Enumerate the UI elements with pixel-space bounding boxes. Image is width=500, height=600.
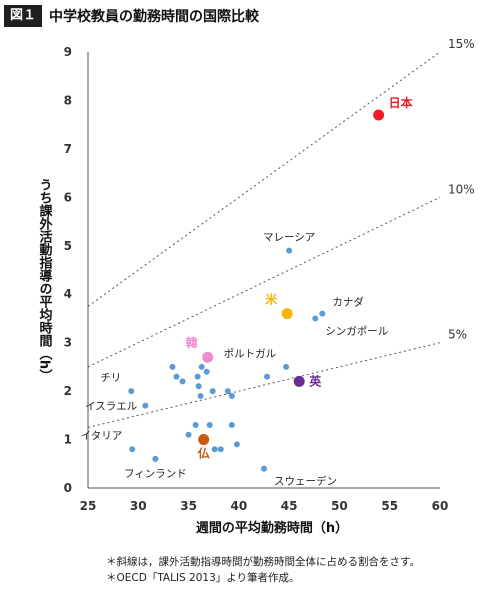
data-point [211,446,218,453]
data-point [192,422,199,429]
data-point [286,247,293,254]
highlight-point [281,308,293,320]
reference-line [87,196,441,368]
y-tick-label: 3 [64,336,72,350]
x-tick-label: 30 [130,499,147,513]
data-point [194,373,201,380]
data-point [283,363,290,370]
footnote-2: ＊OECD「TALIS 2013」より筆者作成。 [106,572,300,584]
data-point [203,368,210,375]
reference-line-label: 5% [448,328,467,342]
data-point [224,388,231,395]
data-point [173,373,180,380]
y-tick-label: 5 [64,239,72,253]
data-point [264,373,271,380]
data-point [319,310,326,317]
y-tick-label: 4 [64,287,72,301]
data-point [128,388,135,395]
reference-line [87,342,441,428]
x-tick-label: 25 [80,499,97,513]
y-axis-title: うち課外活動指導の平均時間（h） [37,178,54,382]
data-point [206,422,213,429]
y-tick-label: 1 [64,433,72,447]
reference-line-label: 10% [448,182,475,196]
reference-line [87,51,441,307]
y-tick-label: 8 [64,93,72,107]
footnotes: ＊斜線は，課外活動指導時間が勤務時間全体に占める割合をさす。 ＊OECD「TAL… [106,554,420,586]
footnote-1: ＊斜線は，課外活動指導時間が勤務時間全体に占める割合をさす。 [106,556,420,568]
data-point [209,388,216,395]
data-point [233,441,240,448]
data-point [129,446,136,453]
data-label: 仏 [198,447,210,461]
data-point [228,392,235,399]
highlight-point [202,351,214,363]
x-tick-label: 60 [432,499,449,513]
figure-badge: 図１ [4,5,43,27]
data-point [152,455,159,462]
data-label: 米 [265,292,278,307]
x-tick-label: 50 [331,499,348,513]
highlight-point [293,375,305,387]
figure-title: 中学校教員の勤務時間の国際比較 [49,9,260,25]
data-label: 韓 [186,335,198,350]
highlight-point [198,434,210,446]
data-point [198,363,205,370]
y-tick-label: 9 [64,45,72,59]
data-point [228,422,235,429]
data-label: イスラエル [85,401,137,413]
highlight-point [373,109,385,121]
data-point [179,378,186,385]
data-label: シンガポール [325,325,388,337]
data-point [261,465,267,472]
data-point [195,383,202,390]
data-label: 英 [309,373,322,388]
figure-header: 図１ 中学校教員の勤務時間の国際比較 [4,4,259,28]
data-label: 日本 [389,95,413,110]
reference-line-label: 15% [448,37,475,51]
x-tick-label: 35 [180,499,197,513]
data-point [169,363,176,370]
y-tick-label: 7 [64,142,72,156]
data-point [185,431,192,438]
data-label: マレーシア [263,232,315,244]
x-tick-label: 45 [281,499,298,513]
data-label: フィンランド [124,468,187,480]
x-tick-label: 40 [231,499,248,513]
data-label: スウェーデン [274,475,337,488]
y-tick-label: 0 [64,481,72,495]
data-label: カナダ [332,296,364,309]
y-tick-label: 2 [64,384,72,398]
y-tick-label: 6 [64,190,72,204]
data-point [217,446,224,453]
data-label: ポルトガル [224,348,277,360]
x-axis-title: 週間の平均勤務時間（h） [196,520,348,536]
data-point [197,392,204,399]
data-point [142,402,149,409]
data-point [312,315,319,322]
data-label: チリ [100,372,121,384]
x-tick-label: 55 [381,499,398,513]
data-label: イタリア [81,430,123,442]
